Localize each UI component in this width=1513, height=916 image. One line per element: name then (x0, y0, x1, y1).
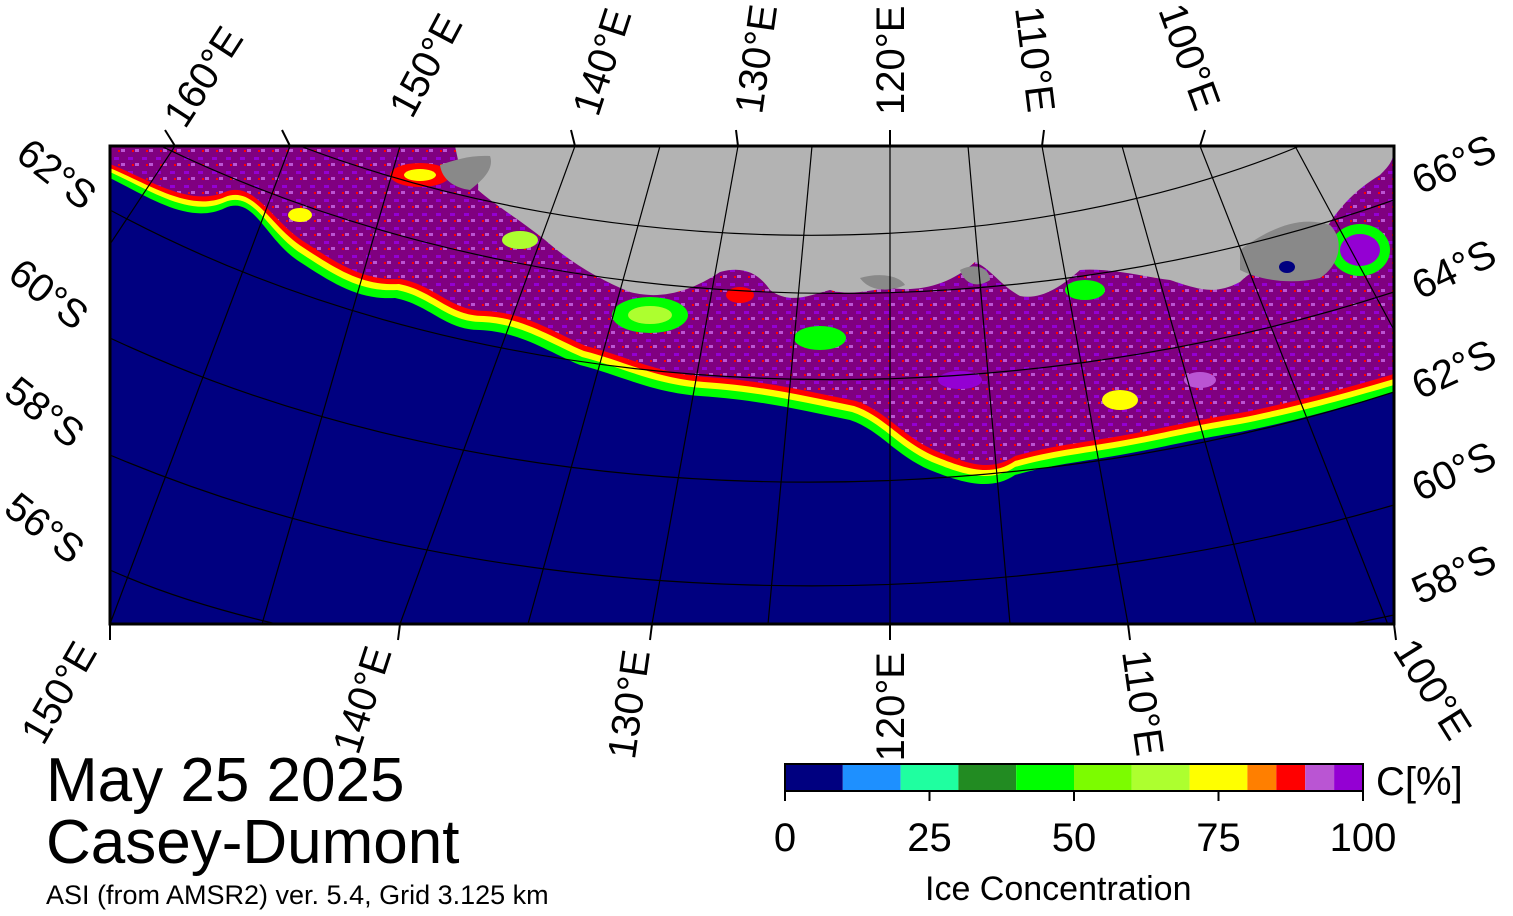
top-lon-label-120e: 120°E (869, 6, 913, 115)
colorbar-unit: C[%] (1376, 760, 1463, 804)
colorbar-bin-1 (842, 764, 901, 791)
right-lat-label-64s: 64°S (1405, 231, 1503, 308)
colorbar-tick-label-4: 100 (1330, 816, 1397, 860)
meridian-145e (261, 146, 401, 624)
colorbar-tick-label-3: 75 (1196, 816, 1241, 860)
top-lon-label-110e: 110°E (1006, 4, 1063, 115)
colorbar-bin-0 (785, 764, 843, 791)
top-lon-label-130e: 130°E (727, 2, 786, 116)
bottom-lon-label-130e: 130°E (600, 647, 659, 761)
meridian-95e (1294, 146, 1394, 331)
top-lon-label-140e: 140°E (565, 3, 641, 121)
colorbar-bin-7 (1189, 764, 1248, 791)
right-lat-label-58s: 58°S (1405, 536, 1503, 613)
parallel-60s (110, 337, 1394, 483)
meridian-130e (651, 146, 739, 624)
meridian-135e (527, 146, 661, 624)
bottom-lon-label-100e: 100°E (1384, 631, 1479, 747)
date-title: May 25 2025 (46, 746, 405, 815)
colorbar-bin-10 (1305, 764, 1335, 791)
meridian-125e (767, 146, 813, 624)
colorbar-bin-2 (900, 764, 959, 791)
colorbar-bin-11 (1334, 764, 1363, 791)
meridian-160e (110, 146, 176, 246)
right-lat-label-60s: 60°S (1405, 433, 1503, 510)
meridian-110e (1041, 146, 1129, 624)
left-lat-label-60s: 60°S (0, 250, 96, 338)
meridian-105e (1121, 146, 1257, 624)
map-frame (108, 144, 1396, 626)
colorbar-label: Ice Concentration (925, 870, 1192, 908)
meridian-100e (1199, 146, 1389, 624)
colorbar-bin-4 (1016, 764, 1074, 791)
top-lon-label-150e: 150°E (381, 7, 471, 124)
meridian-115e (967, 146, 1011, 624)
colorbar-bin-3 (958, 764, 1017, 791)
colorbar-tick-label-2: 50 (1052, 816, 1097, 860)
parallel-64s (159, 146, 1394, 295)
parallel-56s (110, 569, 1394, 624)
graticule (110, 146, 1394, 624)
colorbar (785, 764, 1363, 791)
bottom-lon-label-120e: 120°E (869, 652, 913, 761)
left-lat-label-58s: 58°S (0, 368, 92, 456)
frame-ticks (109, 129, 1397, 641)
antarctica-land (455, 146, 1394, 298)
top-lon-label-100e: 100°E (1150, 0, 1229, 116)
bottom-lon-label-150e: 150°E (13, 635, 106, 752)
right-lat-label-66s: 66°S (1405, 126, 1503, 203)
polynya (1279, 261, 1295, 273)
colorbar-bin-9 (1276, 764, 1306, 791)
colorbar-bin-8 (1247, 764, 1277, 791)
parallel-62s (110, 209, 1394, 381)
colorbar-ticks: 0 25 50 75 100 (774, 791, 1397, 860)
parallel-66s (299, 146, 1301, 236)
colorbar-bin-6 (1131, 764, 1190, 791)
region-title: Casey-Dumont (46, 808, 460, 877)
bottom-lon-label-110e: 110°E (1113, 647, 1171, 759)
colorbar-tick-label-0: 0 (774, 816, 796, 860)
bottom-lon-label-140e: 140°E (325, 641, 401, 759)
top-lon-label-160e: 160°E (156, 19, 252, 135)
meridian-150e (110, 146, 291, 624)
left-lat-label-56s: 56°S (0, 484, 92, 572)
parallel-58s (110, 454, 1394, 587)
colorbar-tick-label-1: 25 (907, 816, 952, 860)
meridian-140e (399, 146, 576, 624)
left-lat-label-62s: 62°S (8, 130, 104, 218)
right-lat-label-62s: 62°S (1405, 331, 1503, 408)
colorbar-bin-5 (1074, 764, 1132, 791)
data-source: ASI (from AMSR2) ver. 5.4, Grid 3.125 km (46, 880, 549, 910)
